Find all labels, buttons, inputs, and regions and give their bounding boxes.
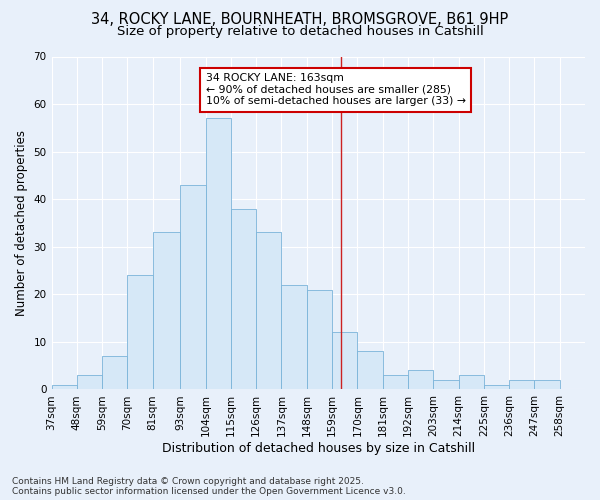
- Bar: [408, 370, 433, 390]
- Bar: [307, 290, 332, 390]
- Text: 34, ROCKY LANE, BOURNHEATH, BROMSGROVE, B61 9HP: 34, ROCKY LANE, BOURNHEATH, BROMSGROVE, …: [91, 12, 509, 28]
- Bar: [127, 276, 153, 390]
- Bar: [509, 380, 535, 390]
- Y-axis label: Number of detached properties: Number of detached properties: [15, 130, 28, 316]
- Bar: [52, 384, 77, 390]
- Bar: [433, 380, 458, 390]
- Bar: [383, 375, 408, 390]
- Text: 34 ROCKY LANE: 163sqm
← 90% of detached houses are smaller (285)
10% of semi-det: 34 ROCKY LANE: 163sqm ← 90% of detached …: [206, 73, 466, 106]
- Bar: [206, 118, 231, 390]
- Bar: [102, 356, 127, 390]
- Bar: [484, 384, 509, 390]
- Bar: [153, 232, 181, 390]
- Bar: [256, 232, 281, 390]
- Text: Size of property relative to detached houses in Catshill: Size of property relative to detached ho…: [116, 25, 484, 38]
- Bar: [332, 332, 358, 390]
- Bar: [181, 185, 206, 390]
- Bar: [458, 375, 484, 390]
- Bar: [281, 285, 307, 390]
- Bar: [231, 208, 256, 390]
- Text: Contains HM Land Registry data © Crown copyright and database right 2025.
Contai: Contains HM Land Registry data © Crown c…: [12, 476, 406, 496]
- Bar: [358, 352, 383, 390]
- X-axis label: Distribution of detached houses by size in Catshill: Distribution of detached houses by size …: [162, 442, 475, 455]
- Bar: [535, 380, 560, 390]
- Bar: [77, 375, 102, 390]
